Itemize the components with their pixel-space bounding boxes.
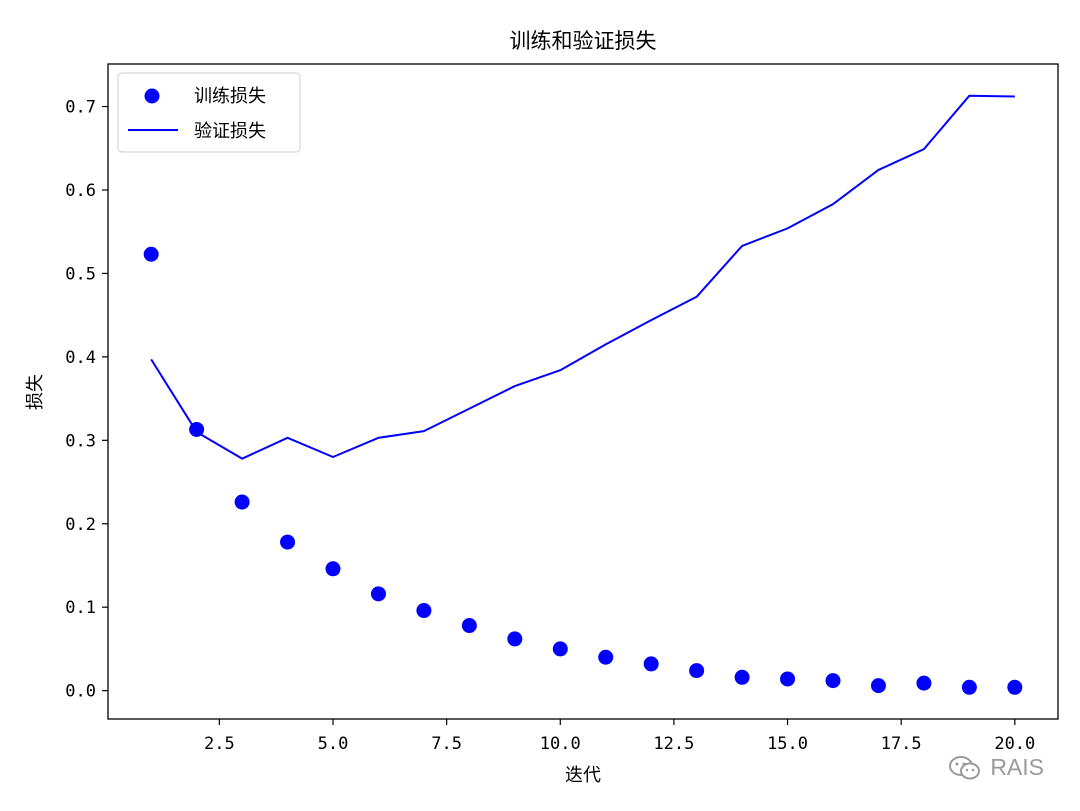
- y-tick-label: 0.0: [65, 682, 96, 702]
- training-loss-point: [1007, 679, 1023, 695]
- y-tick-label: 0.3: [65, 431, 96, 451]
- legend-marker-training: [144, 88, 160, 104]
- x-tick-label: 2.5: [204, 734, 235, 754]
- legend-label-validation: 验证损失: [194, 121, 266, 142]
- training-loss-point: [552, 641, 568, 657]
- x-tick-label: 7.5: [431, 734, 462, 754]
- y-axis: 0.0 0.1 0.2 0.3 0.4 0.5 0.6 0.7: [65, 98, 108, 702]
- y-tick-label: 0.7: [65, 98, 96, 118]
- chart-title: 训练和验证损失: [510, 29, 657, 53]
- training-loss-point: [189, 421, 205, 437]
- training-loss-series: [143, 246, 1023, 695]
- wechat-icon: [949, 755, 981, 779]
- watermark-text: RAIS: [990, 754, 1044, 780]
- training-loss-point: [143, 246, 159, 262]
- legend-label-training: 训练损失: [194, 86, 266, 107]
- y-tick-label: 0.4: [65, 348, 96, 368]
- x-tick-label: 20.0: [994, 734, 1035, 754]
- training-loss-point: [689, 663, 705, 679]
- x-tick-label: 10.0: [540, 734, 581, 754]
- training-loss-point: [961, 679, 977, 695]
- x-tick-label: 17.5: [881, 734, 922, 754]
- x-tick-label: 5.0: [318, 734, 349, 754]
- watermark: RAIS: [948, 754, 1044, 781]
- training-loss-point: [325, 561, 341, 577]
- validation-loss-line: [150, 94, 1015, 460]
- validation-loss-series: [150, 94, 1015, 460]
- training-loss-point: [643, 656, 659, 672]
- training-loss-point: [234, 494, 250, 510]
- y-axis-label: 损失: [25, 374, 46, 410]
- training-loss-point: [598, 649, 614, 665]
- training-loss-point: [916, 675, 932, 691]
- training-loss-point: [870, 678, 886, 694]
- training-loss-point: [280, 534, 296, 550]
- x-tick-label: 12.5: [653, 734, 694, 754]
- x-axis: 2.5 5.0 7.5 10.0 12.5 15.0 17.5 20.0: [204, 719, 1035, 754]
- training-loss-point: [370, 586, 386, 602]
- plot-area-frame: [107, 63, 1059, 720]
- y-tick-label: 0.5: [65, 264, 96, 284]
- training-loss-point: [416, 603, 432, 619]
- training-loss-point: [507, 631, 523, 647]
- training-loss-point: [825, 673, 841, 689]
- y-tick-label: 0.6: [65, 181, 96, 201]
- legend: 训练损失 验证损失: [117, 72, 301, 153]
- x-tick-label: 15.0: [767, 734, 808, 754]
- training-loss-point: [734, 669, 750, 685]
- training-loss-point: [461, 618, 477, 634]
- y-tick-label: 0.1: [65, 598, 96, 618]
- legend-box: [117, 72, 301, 153]
- x-axis-label: 迭代: [565, 765, 601, 786]
- training-loss-point: [780, 671, 796, 687]
- y-tick-label: 0.2: [65, 515, 96, 535]
